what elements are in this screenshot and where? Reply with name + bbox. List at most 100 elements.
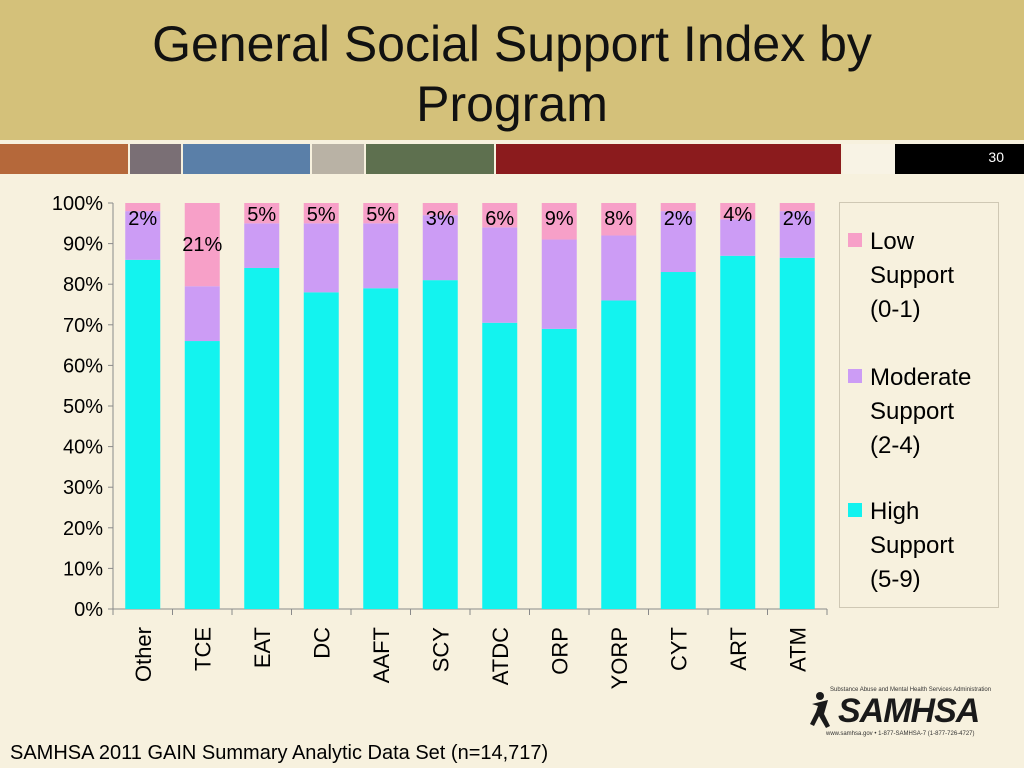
data-label: 9% <box>545 208 574 230</box>
legend-label: Low Support (0-1) <box>870 225 998 327</box>
bar-segment <box>660 211 696 273</box>
stripe-segment <box>496 144 841 174</box>
title-band <box>0 0 1024 140</box>
bar-segment <box>779 257 815 609</box>
bar-segment <box>482 227 518 323</box>
bar-segment <box>660 203 696 212</box>
bar-segment <box>363 288 399 609</box>
x-category-label: ART <box>726 627 751 671</box>
data-label: 4% <box>723 204 752 226</box>
x-category-label: Other <box>131 627 156 682</box>
bar-segment <box>125 203 161 212</box>
data-label: 3% <box>426 208 455 230</box>
x-category-label: CYT <box>666 627 691 671</box>
logo-wordmark: SAMHSA <box>838 692 980 730</box>
bar-segment <box>184 341 220 609</box>
data-label: 5% <box>307 204 336 226</box>
legend-label-line: (0-1) <box>870 296 921 323</box>
x-category-label: AAFT <box>369 627 394 683</box>
data-label: 8% <box>604 208 633 230</box>
bar-segment <box>541 239 577 329</box>
bar-segment <box>184 203 220 287</box>
y-tick-label: 0% <box>74 599 103 621</box>
y-tick-label: 30% <box>63 477 103 499</box>
slide-number: 30 <box>988 149 1004 165</box>
bar-segment <box>422 215 458 281</box>
bar-segment <box>720 203 756 220</box>
bar-segment <box>244 267 280 609</box>
legend-label: High Support (5-9) <box>870 495 998 597</box>
y-tick-label: 90% <box>63 234 103 256</box>
bar-segment <box>244 203 280 224</box>
stacked-bar-chart: 0% 10% 20% 30% 40% 50% 60% 70% 80% 90% 100% 2% Other… <box>52 193 828 689</box>
bar-segment <box>720 255 756 609</box>
x-category-label: TCE <box>190 627 215 671</box>
bar-segment <box>660 272 696 609</box>
bar-segment <box>363 223 399 289</box>
stripe-segment <box>0 144 128 174</box>
x-category-label: DC <box>309 627 334 659</box>
y-tick-label: 100% <box>52 193 103 215</box>
bar-segment <box>303 203 339 224</box>
data-label: 21% <box>182 234 222 256</box>
data-label: 5% <box>247 204 276 226</box>
bar-segment <box>125 211 161 260</box>
y-tick-label: 70% <box>63 315 103 337</box>
legend-swatch <box>848 233 862 247</box>
bar-segment <box>244 223 280 268</box>
y-tick-label: 40% <box>63 437 103 459</box>
y-tick-label: 10% <box>63 558 103 580</box>
x-category-label: ATM <box>785 627 810 672</box>
stripe-segment <box>366 144 494 174</box>
legend-label-line: Support <box>870 532 955 559</box>
y-tick-label: 80% <box>63 274 103 296</box>
logo-contact: www.samhsa.gov • 1-877-SAMHSA-7 (1-877-7… <box>826 731 975 737</box>
bar-segment <box>363 203 399 224</box>
legend-label-line: Low <box>870 228 915 255</box>
bar-segment <box>482 322 518 609</box>
data-label: 2% <box>783 208 812 230</box>
bar-segment <box>541 203 577 240</box>
bar-segment <box>184 286 220 342</box>
bar-segment <box>720 219 756 256</box>
bar-segment <box>779 203 815 212</box>
data-label: 2% <box>128 208 157 230</box>
bar-segment <box>601 235 637 301</box>
color-stripe <box>0 144 1024 174</box>
bar-segment <box>303 292 339 609</box>
bar-segment <box>303 223 339 293</box>
runner-figure-icon <box>810 692 830 728</box>
stripe-segment <box>130 144 181 174</box>
legend-label-line: Support <box>870 262 955 289</box>
bar-segment <box>125 259 161 609</box>
stripe-segment <box>183 144 310 174</box>
x-category-label: ATDC <box>488 627 513 685</box>
legend-label-line: (5-9) <box>870 566 921 593</box>
bar-segment <box>541 328 577 609</box>
y-tick-label: 20% <box>63 518 103 540</box>
bar-segment <box>422 280 458 609</box>
data-label: 5% <box>366 204 395 226</box>
stripe-segment <box>843 144 895 174</box>
bar-segment <box>779 211 815 258</box>
x-category-label: ORP <box>547 627 572 675</box>
legend-label: Moderate Support (2-4) <box>870 361 998 463</box>
legend-label-line: (2-4) <box>870 432 921 459</box>
x-category-label: SCY <box>428 627 453 673</box>
y-tick-label: 50% <box>63 396 103 418</box>
chart-legend: Low Support (0-1) Moderate Support (2-4) High S… <box>839 202 999 608</box>
bar-segment <box>601 300 637 609</box>
x-category-label: YORP <box>607 627 632 689</box>
legend-label-line: Moderate <box>870 364 972 391</box>
data-label: 6% <box>485 208 514 230</box>
logo-tagline: Substance Abuse and Mental Health Servic… <box>830 687 992 693</box>
source-footnote: SAMHSA 2011 GAIN Summary Analytic Data S… <box>10 742 549 764</box>
data-label: 2% <box>664 208 693 230</box>
legend-label-line: High <box>870 498 920 525</box>
legend-swatch <box>848 503 862 517</box>
samhsa-logo <box>810 692 830 728</box>
x-category-label: EAT <box>250 627 275 668</box>
slide-title: General Social Support Index by Program <box>152 16 872 132</box>
legend-swatch <box>848 369 862 383</box>
bar-segment <box>422 203 458 216</box>
